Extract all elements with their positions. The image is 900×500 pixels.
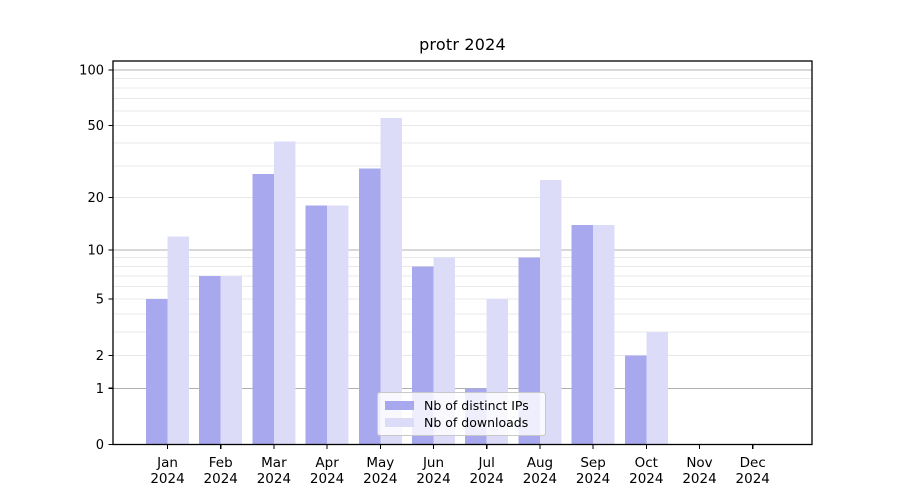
x-tick-label: Aug 2024 (523, 455, 557, 487)
bar-downloads-apr (327, 205, 349, 445)
x-tick-label: Jul 2024 (470, 455, 504, 487)
y-tick-label: 5 (96, 293, 104, 308)
legend-label-downloads: Nb of downloads (424, 415, 529, 430)
x-tick-label: Jan 2024 (150, 455, 184, 487)
legend-swatch-downloads (385, 418, 414, 427)
bar-distinct-ips-oct (624, 355, 647, 445)
y-tick-label: 1 (96, 382, 104, 397)
bar-distinct-ips-jan (146, 299, 168, 445)
legend: Nb of distinct IPs Nb of downloads (377, 392, 546, 436)
bar-downloads-oct (646, 332, 668, 445)
bar-downloads-feb (220, 275, 243, 445)
legend-item-distinct-ips: Nb of distinct IPs (385, 397, 539, 414)
x-tick-label: Nov 2024 (682, 455, 716, 487)
x-tick-label: Apr 2024 (310, 455, 344, 487)
x-tick-label: Sep 2024 (576, 455, 610, 487)
x-tick-label: Feb 2024 (204, 455, 238, 487)
bar-distinct-ips-feb (199, 275, 221, 445)
axis-box (112, 60, 813, 446)
x-tick-label: May 2024 (363, 455, 397, 487)
x-tick-label: Oct 2024 (629, 455, 663, 487)
x-tick-label: Dec 2024 (736, 455, 770, 487)
bar-distinct-ips-may (358, 168, 381, 445)
y-tick-label: 10 (87, 244, 104, 259)
bar-distinct-ips-apr (305, 205, 328, 445)
chart-title: protr 2024 (419, 35, 506, 54)
legend-swatch-distinct-ips (385, 401, 414, 410)
y-tick-label: 50 (87, 119, 104, 134)
bar-distinct-ips-mar (252, 174, 274, 445)
bar-distinct-ips-sep (571, 224, 594, 445)
bar-downloads-jan (167, 236, 189, 445)
bar-downloads-may (380, 117, 402, 445)
y-tick-label: 0 (96, 438, 104, 453)
x-tick-label: Mar 2024 (257, 455, 291, 487)
y-tick-label: 100 (79, 64, 104, 79)
y-tick-label: 2 (96, 349, 104, 364)
legend-item-downloads: Nb of downloads (385, 414, 539, 431)
x-tick-label: Jun 2024 (416, 455, 450, 487)
bar-downloads-sep (593, 224, 615, 445)
y-tick-label: 20 (87, 191, 104, 206)
legend-label-distinct-ips: Nb of distinct IPs (424, 398, 529, 413)
bar-downloads-mar (273, 141, 296, 445)
bar-downloads-aug (539, 180, 562, 445)
